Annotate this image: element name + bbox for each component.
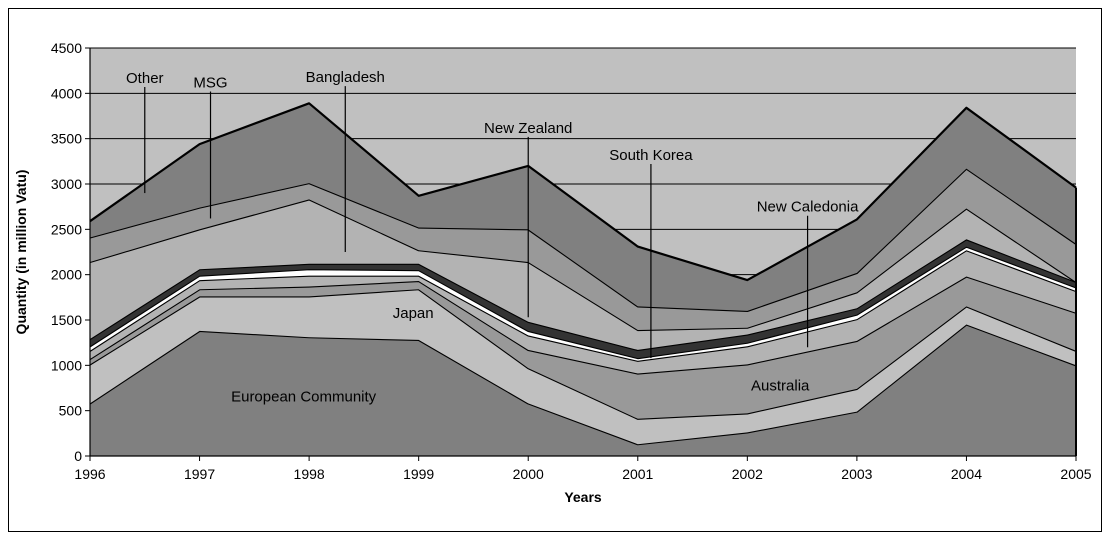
- x-tick-label: 2005: [1060, 466, 1091, 482]
- area-european-community: [90, 324, 1076, 456]
- x-tick-label: 1999: [403, 466, 434, 482]
- annotation-australia: Australia: [751, 378, 810, 395]
- y-tick-label: 0: [74, 448, 82, 464]
- axes: [89, 48, 1076, 457]
- line-band-9: [89, 102, 1077, 282]
- area-band-8: [90, 168, 1076, 330]
- x-tick-label: 1997: [184, 466, 215, 482]
- area-band-3: [90, 276, 1076, 419]
- area-japan: [90, 250, 1076, 374]
- y-tick-label: 3000: [51, 176, 82, 192]
- y-tick-label: 3500: [51, 131, 82, 147]
- annotation-european-community: European Community: [231, 389, 377, 406]
- y-axis-title: Quantity (in million Vatu): [13, 170, 29, 335]
- y-tick-label: 4000: [51, 85, 82, 101]
- y-tick-label: 500: [59, 403, 83, 419]
- x-tick-label: 2001: [622, 466, 653, 482]
- x-tick-label: 1996: [74, 466, 105, 482]
- stacked-area-chart: 0 500 1000 1500 2000 2500 3000 3500 4000 4500 199…: [13, 40, 1092, 505]
- x-tick-label: 2003: [841, 466, 872, 482]
- y-tick-label: 4500: [51, 40, 82, 56]
- annotation-new-zealand: New Zealand: [484, 120, 572, 137]
- x-tick-label: 2002: [732, 466, 763, 482]
- y-tick-label: 1500: [51, 312, 82, 328]
- series-areas: [89, 102, 1077, 456]
- annotations: Other MSG Bangladesh New Zealand South Korea…: [126, 69, 859, 406]
- x-axis-title: Years: [564, 489, 602, 505]
- chart-frame: 0 500 1000 1500 2000 2500 3000 3500 4000 4500 199…: [8, 8, 1102, 532]
- annotation-other: Other: [126, 70, 164, 87]
- area-band-6: [90, 239, 1076, 359]
- area-australia: [90, 289, 1076, 445]
- y-tick-label: 2000: [51, 267, 82, 283]
- annotation-japan: Japan: [393, 305, 434, 322]
- annotation-msg: MSG: [193, 75, 227, 92]
- y-tick-label: 1000: [51, 357, 82, 373]
- x-tick-label: 2004: [951, 466, 982, 482]
- x-tick-label: 2000: [513, 466, 544, 482]
- area-band-7: [90, 199, 1076, 350]
- y-tick-label: 2500: [51, 221, 82, 237]
- x-tick-label: 1998: [294, 466, 325, 482]
- x-tick-labels: 1996 1997 1998 1999 2000 2001 2002 2003 2004 2005: [74, 456, 1092, 482]
- annotation-bangladesh: Bangladesh: [306, 69, 385, 86]
- y-tick-labels: 0 500 1000 1500 2000 2500 3000 3500 4000 4500: [51, 40, 90, 464]
- area-band-5: [90, 246, 1076, 361]
- annotation-south-korea: South Korea: [609, 147, 693, 164]
- annotation-new-caledonia: New Caledonia: [757, 199, 859, 216]
